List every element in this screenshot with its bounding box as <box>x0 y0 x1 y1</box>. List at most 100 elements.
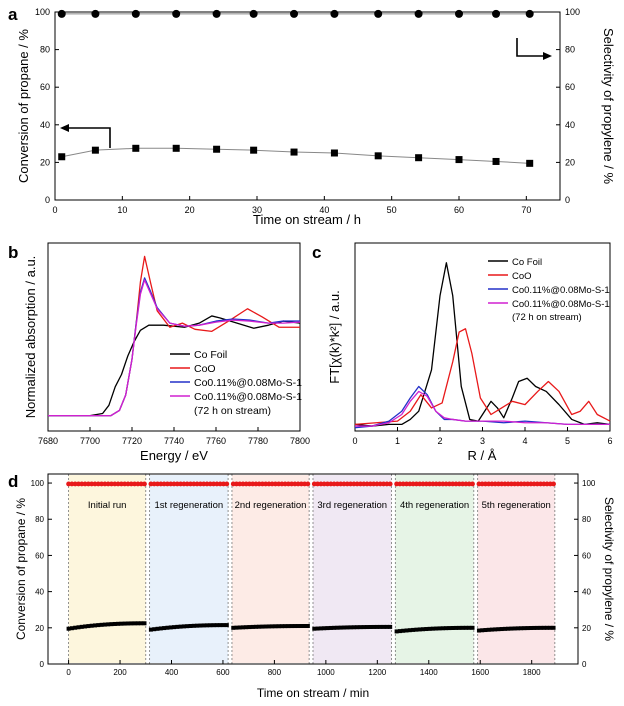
panel-d-conversion-point <box>548 625 553 630</box>
panel-d-selectivity-point <box>450 481 456 487</box>
panel-d-conversion-point <box>135 621 140 626</box>
panel-d-conversion-point <box>545 625 550 630</box>
panel-d-y2label: Selectivity of propylene / % <box>602 497 616 641</box>
panel-d-conversion-point <box>92 623 97 628</box>
panel-d-selectivity-point <box>430 481 436 487</box>
panel-d-conversion-point <box>132 621 137 626</box>
panel-d-conversion-point <box>299 624 304 629</box>
panel-d-conversion-point <box>165 625 170 630</box>
panel-d-selectivity-point <box>102 481 108 487</box>
panel-d-conversion-point <box>496 627 501 632</box>
panel-a-selectivity-point <box>374 9 383 18</box>
panel-d-conversion-point <box>221 623 226 628</box>
panel-d-region-label: 1st regeneration <box>155 500 224 511</box>
panel-d-selectivity-point <box>165 481 170 487</box>
panel-d-conversion-point <box>502 626 507 631</box>
panel-d-xtick-label: 1800 <box>523 668 541 677</box>
panel-d-selectivity-point <box>351 481 357 487</box>
panel-d-conversion-point <box>263 624 268 629</box>
panel-d-conversion-point <box>66 626 71 631</box>
panel-d-selectivity-point <box>76 481 81 487</box>
panel-a-ylabel: Conversion of propane / % <box>16 29 31 183</box>
panel-a-ytick-label: 100 <box>35 7 50 17</box>
panel-d-conversion-point <box>102 622 107 627</box>
panel-d-conversion-point <box>538 625 543 630</box>
panel-d-conversion-point <box>73 625 78 630</box>
panel-c-frame <box>354 242 611 432</box>
panel-label-b: b <box>8 243 18 262</box>
panel-d-selectivity-point <box>466 481 472 487</box>
panel-d-selectivity-point <box>79 481 85 487</box>
panel-d-conversion-point <box>139 621 144 626</box>
panel-d-xtick-label: 800 <box>268 668 282 677</box>
panel-d-selectivity-point <box>407 481 413 487</box>
panel-c-legend: Co Foil CoO Co0.11%@0.08Mo-S-1 Co0.11%@0… <box>488 257 610 323</box>
panel-d-conversion-point <box>231 625 236 630</box>
panel-a-selectivity-point <box>249 9 258 18</box>
panel-c-legend-item: CoO <box>512 271 532 282</box>
panel-c-xtick-label: 4 <box>522 436 527 446</box>
panel-c-legend-item: Co0.11%@0.08Mo-S-1 <box>512 285 610 296</box>
panel-a-conversion-point <box>290 148 298 156</box>
panel-a-selectivity-point <box>57 9 66 18</box>
panel-d-region-label: 5th regeneration <box>482 500 551 511</box>
panel-c-xtick-label: 5 <box>565 436 570 446</box>
panel-a-y2tick-label: 60 <box>565 82 575 92</box>
panel-d-selectivity-point <box>95 481 101 487</box>
panel-d-selectivity-point <box>105 481 111 487</box>
panel-d-y2tick-label: 60 <box>582 551 591 560</box>
panel-c-series-line <box>355 390 610 427</box>
panel-d-conversion-point <box>450 625 455 630</box>
panel-a-conversion-point <box>213 145 221 153</box>
panel-d-selectivity-point <box>158 481 164 487</box>
panel-d-selectivity-point <box>198 481 203 487</box>
panel-d-conversion-point <box>188 623 193 628</box>
panel-d-selectivity-point <box>427 481 433 487</box>
panel-d-selectivity-point <box>361 481 367 487</box>
panel-d-selectivity-point <box>122 481 128 487</box>
panel-d-conversion-point <box>237 625 242 630</box>
panel-d-conversion-point <box>519 626 524 631</box>
panel-d-selectivity-point <box>305 481 311 487</box>
panel-d-conversion-point <box>404 628 409 633</box>
panel-d-conversion-point <box>312 626 317 631</box>
panel-b-legend-item: Co0.11%@0.08Mo-S-1 <box>194 377 302 389</box>
panel-d-conversion-point <box>509 626 514 631</box>
panel-d-selectivity-point <box>168 481 174 487</box>
panel-d-conversion-point <box>116 621 121 626</box>
panel-d-conversion-point <box>541 625 546 630</box>
panel-d-conversion-point <box>328 625 333 630</box>
panel-d-conversion-point <box>270 624 275 629</box>
panel-d-conversion-point <box>76 625 81 630</box>
panel-d-selectivity-point <box>344 481 350 487</box>
panel-d-selectivity-point <box>128 481 134 487</box>
panel-d-conversion-point <box>414 627 419 632</box>
panel-a-selectivity-point <box>414 9 423 18</box>
panel-d-selectivity-point <box>433 481 439 487</box>
panel-a-y2tick-label: 100 <box>565 7 580 17</box>
panel-d-xtick-label: 1600 <box>471 668 489 677</box>
panel-d-conversion-point <box>528 626 533 631</box>
panel-c-xtick-label: 3 <box>480 436 485 446</box>
panel-d-selectivity-point <box>417 481 423 487</box>
panel-d-selectivity-point <box>460 481 466 487</box>
panel-d-conversion-point <box>119 621 124 626</box>
panel-d-selectivity-point <box>321 481 327 487</box>
panel-d-selectivity-point <box>551 481 556 487</box>
panel-d-conversion-point <box>250 624 255 629</box>
panel-d-conversion-point <box>96 623 101 628</box>
panel-a-conversion-point <box>172 144 180 152</box>
panel-d-y2tick-label: 100 <box>582 479 596 488</box>
panel-d-conversion-point <box>506 626 511 631</box>
panel-d-conversion-point <box>440 626 445 631</box>
panel-d-selectivity-point <box>410 481 416 487</box>
panel-d-selectivity-point <box>148 481 154 487</box>
panel-a-xtick-label: 50 <box>387 205 397 215</box>
panel-d-xtick-label: 1400 <box>420 668 438 677</box>
panel-d-conversion-point <box>122 621 127 626</box>
panel-d-conversion-point <box>358 625 363 630</box>
panel-d-selectivity-point <box>440 481 446 487</box>
panel-d-conversion-point <box>417 627 422 632</box>
panel-a-right-arrow <box>516 38 552 60</box>
panel-b-legend-note: (72 h on stream) <box>194 405 271 417</box>
